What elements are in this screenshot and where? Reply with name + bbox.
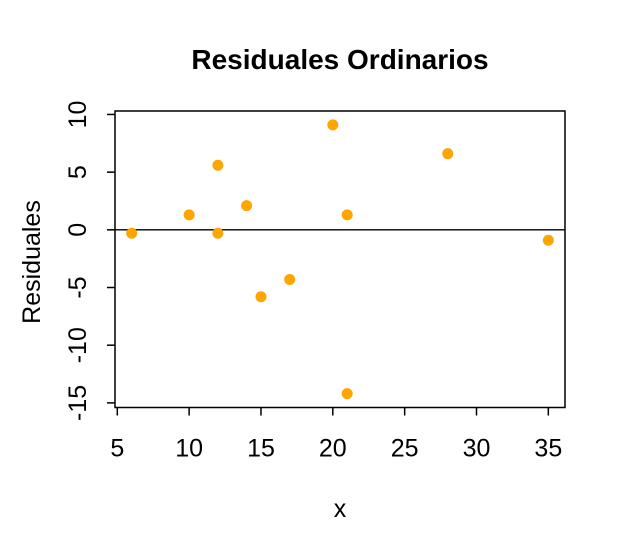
x-tick-label: 25 (391, 435, 419, 463)
data-points (126, 119, 554, 400)
x-tick-label: 20 (319, 435, 347, 463)
data-point (212, 227, 224, 239)
data-point (255, 291, 267, 303)
data-point (241, 200, 253, 212)
data-point (442, 148, 454, 160)
data-point (341, 388, 353, 400)
y-tick-label: 5 (64, 165, 92, 179)
plot-frame (114, 110, 566, 409)
data-point (341, 209, 353, 221)
y-tick-label: -15 (64, 385, 92, 421)
plot-box (114, 110, 566, 409)
x-axis-label: x (334, 495, 347, 523)
x-tick-label: 5 (110, 435, 124, 463)
y-axis-label: Residuales (18, 200, 46, 324)
axis-ticks: 5 10 15 20 25 30 35 10 5 0 -5 -10 -15 (64, 101, 562, 463)
x-tick-label: 15 (247, 435, 275, 463)
x-tick-label: 30 (463, 435, 491, 463)
y-tick-label: -10 (64, 327, 92, 363)
data-point (327, 119, 339, 131)
y-tick-label: 10 (64, 101, 92, 129)
y-tick-label: -5 (64, 276, 92, 298)
x-tick-label: 10 (175, 435, 203, 463)
y-tick-label: 0 (64, 223, 92, 237)
data-point (212, 159, 224, 171)
chart-title: Residuales Ordinarios (191, 44, 488, 75)
data-point (126, 227, 138, 239)
data-point (542, 234, 554, 246)
data-point (284, 273, 296, 285)
data-point (183, 209, 195, 221)
x-tick-label: 35 (534, 435, 562, 463)
